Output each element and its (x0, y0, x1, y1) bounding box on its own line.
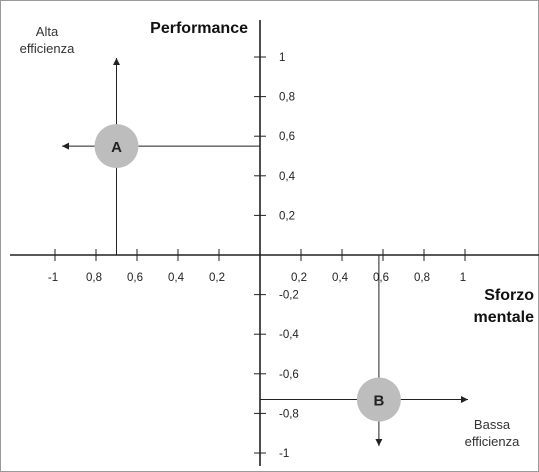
y-tick-label: -0,8 (279, 408, 299, 420)
x-axis-title-line: mentale (474, 309, 535, 326)
x-tick-label: 0,6 (373, 272, 389, 284)
x-tick-label: 0,4 (168, 272, 185, 284)
corner-label-bottom-right: Bassa (474, 417, 511, 432)
x-tick-label: 0,8 (86, 272, 102, 284)
x-tick-label: 1 (460, 272, 466, 284)
x-tick-label: -1 (48, 272, 58, 284)
point-marker-a (94, 124, 139, 169)
y-tick-label: -0,6 (279, 369, 299, 381)
arrowhead-right (461, 396, 468, 404)
y-tick-label: 0,4 (279, 171, 296, 183)
arrowhead-down (375, 439, 383, 446)
y-tick-label: -0,4 (279, 329, 299, 341)
y-tick-label: 0,2 (279, 210, 295, 222)
arrowhead-up (113, 58, 120, 65)
corner-label-top-left: Alta (36, 24, 59, 39)
y-tick-label: 1 (279, 52, 285, 64)
x-axis-title-line: Sforzo (484, 287, 534, 304)
y-tick-label: -1 (279, 448, 289, 460)
x-tick-label: 0,6 (127, 272, 143, 284)
corner-label-top-left: efficienza (20, 41, 75, 56)
y-tick-label: 0,6 (279, 131, 295, 143)
arrowhead-left (62, 142, 69, 150)
y-axis-title: Performance (150, 20, 248, 37)
corner-label-bottom-right: efficienza (465, 434, 520, 449)
y-tick-label: 0,8 (279, 92, 295, 104)
point-marker-b (356, 377, 401, 422)
x-tick-label: 0,8 (414, 272, 430, 284)
y-tick-label: -0,2 (279, 290, 299, 302)
x-tick-label: 0,4 (332, 272, 349, 284)
point-label-a: A (111, 139, 122, 156)
x-tick-label: 0,2 (209, 272, 225, 284)
x-tick-label: 0,2 (291, 272, 307, 284)
point-label-b: B (373, 393, 384, 410)
